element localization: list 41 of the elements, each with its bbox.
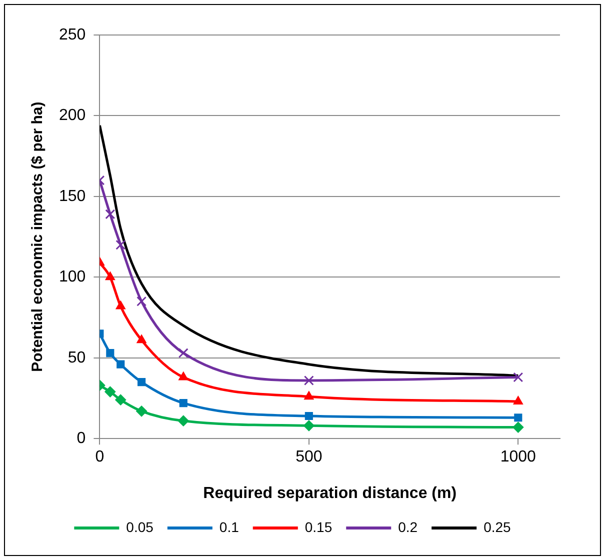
x-tick-label: 1000 (500, 448, 536, 466)
y-tick-label: 250 (58, 26, 86, 44)
legend-label: 0.05 (126, 518, 154, 535)
point (513, 372, 524, 382)
point (106, 349, 114, 358)
point (179, 399, 188, 408)
y-tick-label: 50 (68, 349, 86, 366)
point (304, 412, 313, 420)
point (178, 415, 189, 426)
point (513, 396, 523, 404)
point (514, 414, 522, 422)
y-tick-label: 0 (76, 430, 86, 448)
point (138, 378, 146, 386)
legend-label: 0.2 (398, 518, 418, 535)
point (116, 300, 126, 310)
point (104, 386, 116, 398)
y-tick-label: 100 (58, 268, 86, 286)
point (178, 348, 188, 358)
legend-label: 0.15 (304, 518, 332, 535)
point (105, 272, 115, 280)
point (512, 422, 524, 433)
x-tick-label: 0 (95, 448, 104, 466)
y-tick-label: 200 (58, 107, 86, 124)
point (304, 391, 314, 400)
point (115, 394, 126, 406)
point (136, 406, 148, 417)
point (178, 372, 188, 380)
legend-label: 0.1 (219, 518, 240, 535)
point (303, 420, 314, 432)
x-axis-title: Required separation distance (m) (203, 484, 457, 502)
point (116, 360, 125, 368)
line-series (100, 124, 520, 377)
y-axis-title: Potential economic impacts ($ per ha) (29, 102, 46, 372)
point (105, 209, 116, 220)
x-tick-label: 500 (296, 448, 322, 466)
legend-label: 0.25 (484, 518, 512, 535)
point (136, 334, 146, 344)
point (304, 375, 314, 386)
point (136, 296, 147, 306)
point (116, 240, 126, 250)
y-tick-label: 150 (58, 188, 86, 205)
